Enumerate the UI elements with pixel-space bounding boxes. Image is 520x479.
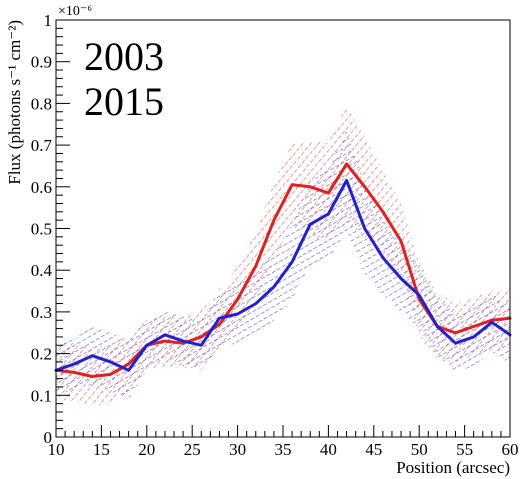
x-tick-label: 35 <box>275 440 292 459</box>
legend-label-2015: 2015 <box>84 79 164 124</box>
y-tick-label: 0 <box>44 428 53 447</box>
x-tick-label: 30 <box>229 440 246 459</box>
legend-label-2003: 2003 <box>84 34 164 79</box>
y-tick-label: 0.4 <box>31 261 53 280</box>
x-tick-label: 55 <box>456 440 473 459</box>
x-tick-label: 10 <box>48 440 65 459</box>
x-tick-label: 15 <box>93 440 110 459</box>
y-tick-label: 0.3 <box>31 303 52 322</box>
series-line-2015 <box>54 179 512 372</box>
y-axis-title: Flux (photons s⁻¹ cm⁻²) <box>5 20 24 185</box>
y-tick-label: 1 <box>44 11 53 30</box>
axis-tick-labels: 10 15 20 25 30 35 40 45 50 55 60 0 0.1 0.2 0.3 0.4 0.5 0.… <box>31 11 519 459</box>
x-tick-label: 25 <box>184 440 201 459</box>
error-bands <box>56 105 510 406</box>
y-tick-label: 0.7 <box>31 136 53 155</box>
y-tick-label: 0.8 <box>31 94 52 113</box>
series-lines <box>54 162 512 378</box>
x-tick-label: 60 <box>502 440 519 459</box>
error-band-2015 <box>56 130 510 400</box>
y-tick-label: 0.5 <box>31 220 52 239</box>
x-tick-label: 20 <box>138 440 155 459</box>
x-tick-label: 45 <box>365 440 382 459</box>
x-axis-title: Position (arcsec) <box>396 458 510 477</box>
axis-ticks <box>55 19 511 438</box>
y-tick-label: 0.2 <box>31 345 52 364</box>
x-tick-label: 50 <box>411 440 428 459</box>
y-tick-label: 0.1 <box>31 386 52 405</box>
y-exponent-label: ×10⁻⁶ <box>58 4 92 19</box>
y-tick-label: 0.6 <box>31 178 52 197</box>
y-tick-label: 0.9 <box>31 53 52 72</box>
legend: 2003 2015 <box>84 34 164 124</box>
x-tick-label: 40 <box>320 440 337 459</box>
